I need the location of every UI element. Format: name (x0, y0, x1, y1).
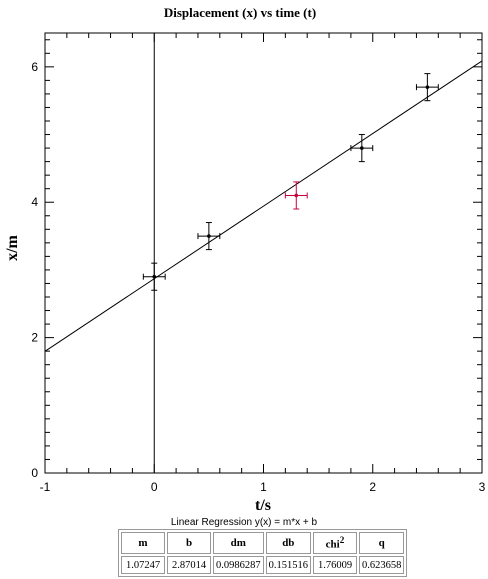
point-marker (207, 234, 211, 238)
value-dm: 0.0986287 (213, 556, 264, 574)
axis-ticks (44, 33, 483, 474)
regression-value-row: 1.07247 2.87014 0.0986287 0.151516 1.760… (121, 556, 405, 574)
x-tick-label: 3 (479, 480, 486, 494)
data-point (142, 262, 166, 291)
x-tick-label: 0 (151, 480, 158, 494)
header-dm: dm (213, 532, 264, 554)
value-q: 0.623658 (359, 556, 405, 574)
regression-caption: Linear Regression y(x) = m*x + b (170, 517, 318, 528)
header-q: q (359, 532, 405, 554)
y-axis-label: x/m (4, 234, 21, 260)
x-axis-label: t/s (255, 497, 271, 514)
chart-title: Displacement (x) vs time (t) (164, 5, 316, 20)
value-chi2: 1.76009 (313, 556, 357, 574)
y-tick-label: 4 (31, 195, 38, 209)
header-chi: chi (325, 538, 340, 551)
value-b: 2.87014 (167, 556, 211, 574)
y-tick-label: 0 (31, 466, 38, 480)
data-points (142, 73, 439, 291)
header-chi2: chi2 (313, 532, 357, 554)
point-marker (360, 146, 364, 150)
header-b: b (167, 532, 211, 554)
header-db: db (265, 532, 311, 554)
header-m: m (121, 532, 165, 554)
x-tick-label: 2 (369, 480, 376, 494)
data-point (197, 222, 221, 251)
x-tick-label: 1 (260, 480, 267, 494)
point-marker (294, 193, 299, 198)
x-tick-label: -1 (40, 480, 51, 494)
data-point (350, 134, 374, 163)
regression-table: m b dm db chi2 q 1.07247 2.87014 0.09862… (118, 529, 408, 577)
data-point (284, 181, 308, 210)
point-marker (152, 274, 157, 279)
regression-header-row: m b dm db chi2 q (121, 532, 405, 554)
point-marker (425, 85, 430, 89)
y-tick-label: 6 (31, 60, 38, 74)
regression-line (44, 60, 483, 352)
y-tick-label: 2 (31, 331, 38, 345)
header-chi-sup: 2 (339, 535, 345, 546)
value-m: 1.07247 (121, 556, 165, 574)
value-db: 0.151516 (265, 556, 311, 574)
plot-frame (44, 32, 483, 474)
data-point (415, 73, 439, 102)
